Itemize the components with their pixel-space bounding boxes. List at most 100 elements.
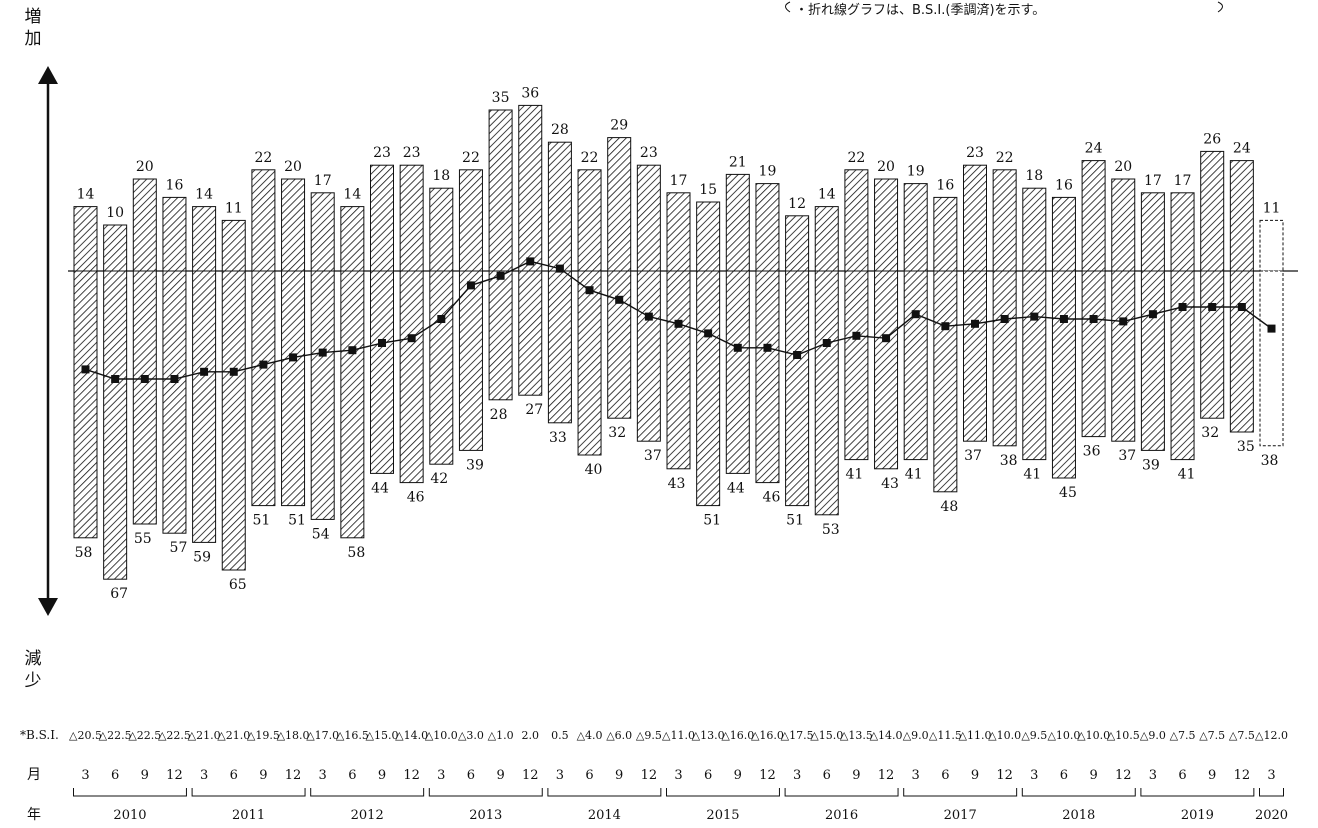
year-label: 2010 [113, 808, 146, 823]
bsi-value-label: △9.5 [636, 729, 662, 742]
decrease-data-label: 51 [703, 513, 721, 529]
month-label: 3 [674, 768, 682, 783]
decrease-bar [814, 270, 839, 516]
year-bracket [903, 788, 1018, 797]
row-label-bsi: *B.S.I. [20, 728, 59, 742]
decrease-data-labels: 58 67 55 57 59 65 51 51 54 58 44 46 42 39 28 27 33 40 32 37… [75, 402, 1279, 602]
bsi-value-label: △11.0 [662, 729, 695, 742]
increase-data-label: 23 [373, 145, 391, 161]
month-label: 6 [704, 768, 712, 783]
increase-bar [933, 196, 958, 272]
year-bracket [191, 788, 306, 797]
decrease-data-label: 41 [1023, 467, 1041, 483]
month-label: 6 [1060, 768, 1068, 783]
increase-bar [1140, 192, 1165, 272]
increase-data-label: 17 [1174, 173, 1192, 189]
year-label: 2020 [1255, 808, 1288, 823]
increase-data-label: 24 [1233, 141, 1251, 157]
decrease-data-label: 51 [786, 513, 804, 529]
year-bracket [1259, 788, 1284, 797]
bsi-value-label: △15.0 [810, 729, 843, 742]
decrease-bar [903, 270, 928, 461]
increase-bar [488, 109, 513, 272]
increase-data-label: 17 [1144, 173, 1162, 189]
decrease-data-label: 53 [822, 522, 840, 538]
increase-bar [132, 178, 157, 272]
decrease-bar [755, 270, 780, 484]
year-bracket [73, 788, 187, 797]
bsi-point [615, 295, 624, 304]
bsi-point [555, 264, 564, 273]
increase-bar [577, 169, 602, 272]
year-table-row: 2010 2011 2012 2013 2014 2015 2016 2017 2018 2019… [73, 788, 1288, 823]
month-label: 6 [1178, 768, 1186, 783]
increase-bar [399, 164, 424, 272]
bsi-value-label: △16.0 [751, 729, 784, 742]
row-label-month: 月 [27, 767, 41, 783]
bsi-value-label: △10.5 [1107, 729, 1140, 742]
increase-bar [1170, 192, 1195, 272]
decrease-bar [874, 270, 899, 470]
decrease-bar [1170, 270, 1195, 461]
increase-data-label: 18 [1025, 168, 1043, 184]
bsi-point [81, 365, 90, 374]
increase-bar [963, 164, 987, 272]
year-label: 2014 [588, 808, 621, 823]
decrease-data-label: 27 [525, 402, 543, 418]
month-label: 12 [1115, 768, 1132, 783]
decrease-data-label: 35 [1237, 439, 1255, 455]
month-label: 3 [200, 768, 208, 783]
increase-bar [814, 206, 839, 272]
decrease-bar [636, 270, 661, 442]
decrease-bar [518, 270, 543, 396]
increase-data-labels: 14 10 20 16 14 11 22 20 17 14 23 23 18 22 35 36 28 22 29 23… [77, 85, 1281, 221]
increase-bars [73, 104, 1284, 272]
increase-data-label: 26 [1203, 131, 1221, 147]
bsi-point [763, 343, 772, 352]
legend-note: ・折れ線グラフは、B.S.I.(季調済)を示す。 [795, 2, 1045, 18]
decrease-data-label: 39 [1142, 457, 1160, 473]
decrease-bar [992, 270, 1017, 447]
increase-bar [903, 183, 928, 272]
bsi-value-label: △16.0 [721, 729, 754, 742]
bsi-value-label: △13.0 [692, 729, 725, 742]
month-label: 3 [437, 768, 445, 783]
increase-bar [162, 196, 187, 272]
increase-data-label: 14 [77, 187, 95, 203]
increase-data-label: 23 [966, 145, 984, 161]
increase-bar [992, 169, 1017, 272]
bsi-value-label: △16.5 [336, 729, 369, 742]
decrease-data-label: 37 [964, 448, 982, 464]
decrease-bar [1111, 270, 1136, 442]
bsi-value-label: △19.5 [247, 729, 280, 742]
bsi-value-label: △9.0 [1140, 729, 1166, 742]
decrease-bar [192, 270, 217, 543]
month-label: 9 [378, 768, 386, 783]
legend-note-box: ・折れ線グラフは、B.S.I.(季調済)を示す。 [785, 1, 1223, 18]
year-bracket [310, 788, 425, 797]
decrease-data-label: 41 [845, 467, 863, 483]
bsi-value-label: △21.0 [217, 729, 250, 742]
decrease-bar [399, 270, 424, 484]
bsi-point [1208, 303, 1217, 311]
increase-bar [844, 169, 869, 272]
bsi-point [437, 315, 446, 323]
decrease-bar [963, 270, 987, 442]
decrease-data-label: 42 [430, 471, 448, 487]
increase-bar [103, 224, 128, 272]
bsi-value-label: △10.0 [425, 729, 458, 742]
month-label: 3 [81, 768, 89, 783]
bsi-point [911, 310, 920, 319]
bsi-point [1267, 324, 1276, 333]
decrease-bar [607, 270, 632, 419]
decrease-data-label: 46 [407, 490, 425, 506]
increase-data-label: 14 [343, 187, 361, 203]
decrease-data-label: 51 [252, 513, 270, 529]
decrease-bar [666, 270, 691, 470]
increase-data-label: 24 [1085, 141, 1103, 157]
decrease-data-label: 51 [288, 513, 306, 529]
decrease-data-label: 33 [549, 430, 567, 446]
bsi-value-label: △9.5 [1021, 729, 1047, 742]
bsi-value-label: △7.5 [1229, 729, 1255, 742]
